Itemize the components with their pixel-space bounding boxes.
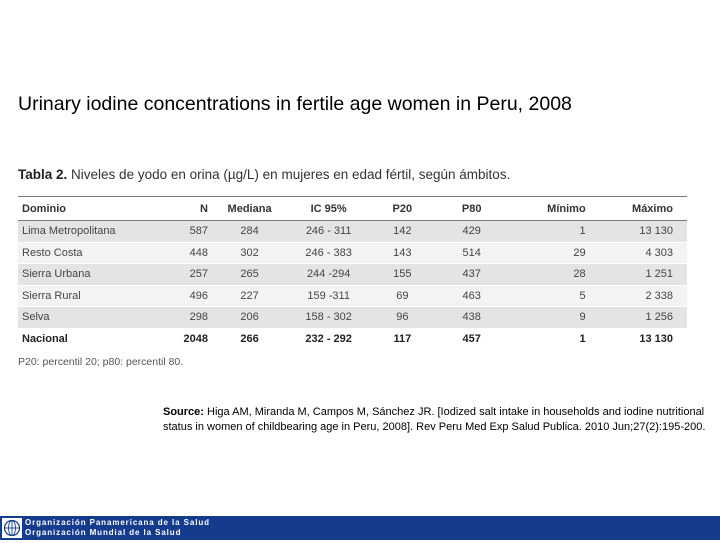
table-cell: Selva	[18, 306, 162, 329]
iodine-table: Dominio N Mediana IC 95% P20 P80 Mínimo …	[18, 196, 687, 350]
table-cell: 9	[508, 306, 596, 329]
table-cell: 227	[211, 285, 288, 307]
table-cell: Resto Costa	[18, 242, 162, 264]
table-cell: 448	[161, 242, 212, 264]
table-cell: 1 256	[595, 306, 687, 329]
footer-bar: Organización Panamericana de la Salud Or…	[0, 516, 720, 540]
table-cell: 514	[434, 242, 509, 264]
source-citation: Source: Higa AM, Miranda M, Campos M, Sá…	[163, 405, 713, 435]
table-cell: 155	[370, 263, 435, 286]
table-cell: 4 303	[595, 242, 687, 264]
source-label: Source:	[163, 406, 204, 418]
table-cell: 1 251	[595, 263, 687, 286]
table-cell: Sierra Rural	[18, 285, 162, 307]
table-cell: Lima Metropolitana	[18, 220, 162, 243]
table-total-row: Nacional 2048 266 232 - 292 117 457 1 13…	[18, 328, 687, 350]
table-cell: 437	[434, 263, 509, 286]
table-caption-label: Tabla 2.	[18, 167, 68, 182]
table-cell: 246 - 311	[287, 220, 371, 243]
table-figure: Tabla 2. Niveles de yodo en orina (µg/L)…	[18, 166, 713, 368]
table-cell: Nacional	[18, 328, 162, 350]
table-cell: 13 130	[595, 328, 687, 350]
table-cell: 5	[508, 285, 596, 307]
table-cell: 117	[370, 328, 435, 350]
table-cell: 1	[508, 328, 596, 350]
table-caption-text: Niveles de yodo en orina (µg/L) en mujer…	[71, 167, 511, 182]
organization-names: Organización Panamericana de la Salud Or…	[25, 518, 210, 538]
table-row: Sierra Rural 496 227 159 -311 69 463 5 2…	[18, 285, 687, 307]
column-header: Mediana	[211, 196, 288, 221]
table-cell: 1	[508, 220, 596, 243]
table-cell: 298	[161, 306, 212, 329]
table-header-row: Dominio N Mediana IC 95% P20 P80 Mínimo …	[18, 196, 687, 221]
table-cell: 457	[434, 328, 509, 350]
table-cell: 244 -294	[287, 263, 371, 286]
table-cell: 2 338	[595, 285, 687, 307]
table-cell: 13 130	[595, 220, 687, 243]
table-cell: 158 - 302	[287, 306, 371, 329]
column-header: N	[161, 196, 212, 221]
table-cell: 266	[211, 328, 288, 350]
table-cell: 587	[161, 220, 212, 243]
table-cell: 28	[508, 263, 596, 286]
table-cell: 438	[434, 306, 509, 329]
table-cell: 463	[434, 285, 509, 307]
table-cell: 159 -311	[287, 285, 371, 307]
table-cell: 284	[211, 220, 288, 243]
table-cell: 246 - 383	[287, 242, 371, 264]
table-footnote: P20: percentil 20; p80: percentil 80.	[18, 356, 184, 368]
table-cell: 206	[211, 306, 288, 329]
table-cell: 142	[370, 220, 435, 243]
table-cell: 496	[161, 285, 212, 307]
table-row: Resto Costa 448 302 246 - 383 143 514 29…	[18, 242, 687, 264]
column-header: Máximo	[595, 196, 687, 221]
org-name-line-2: Organización Mundial de la Salud	[25, 528, 182, 537]
source-text: Higa AM, Miranda M, Campos M, Sánchez JR…	[163, 406, 706, 433]
column-header: Mínimo	[508, 196, 596, 221]
table-row: Lima Metropolitana 587 284 246 - 311 142…	[18, 220, 687, 243]
table-cell: 143	[370, 242, 435, 264]
org-name-line-1: Organización Panamericana de la Salud	[25, 518, 210, 527]
table-row: Sierra Urbana 257 265 244 -294 155 437 2…	[18, 263, 687, 286]
table-cell: 232 - 292	[287, 328, 371, 350]
column-header: P20	[370, 196, 435, 221]
table-cell: Sierra Urbana	[18, 263, 162, 286]
table-cell: 429	[434, 220, 509, 243]
table-cell: 2048	[161, 328, 212, 350]
table-caption: Tabla 2. Niveles de yodo en orina (µg/L)…	[18, 166, 713, 186]
table-cell: 302	[211, 242, 288, 264]
column-header: IC 95%	[287, 196, 371, 221]
table-cell: 29	[508, 242, 596, 264]
column-header: P80	[434, 196, 509, 221]
slide-title: Urinary iodine concentrations in fertile…	[18, 93, 572, 115]
column-header: Dominio	[18, 196, 162, 221]
table-cell: 69	[370, 285, 435, 307]
table-cell: 96	[370, 306, 435, 329]
table-cell: 265	[211, 263, 288, 286]
table-row: Selva 298 206 158 - 302 96 438 9 1 256	[18, 306, 687, 329]
globe-emblem-icon	[2, 518, 22, 538]
table-cell: 257	[161, 263, 212, 286]
